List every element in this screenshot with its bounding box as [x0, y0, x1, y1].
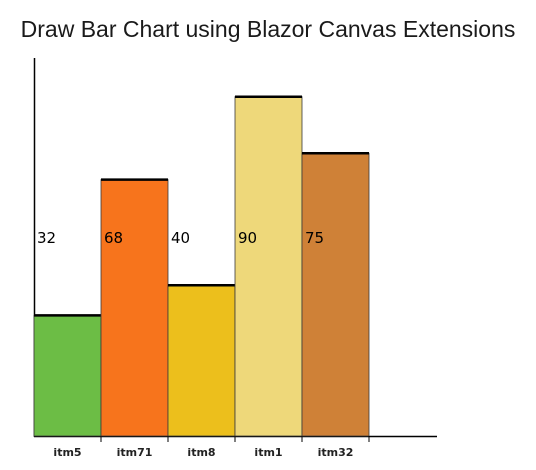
category-label-itm32: itm32	[318, 446, 354, 459]
bar-itm32	[301, 152, 370, 437]
bar-itm1	[234, 96, 303, 437]
bar-itm71	[100, 179, 169, 437]
data-label-itm71: 68	[104, 229, 123, 247]
chart-title: Draw Bar Chart using Blazor Canvas Exten…	[20, 16, 516, 42]
category-label-itm1: itm1	[254, 446, 282, 459]
data-label-itm1: 90	[238, 229, 257, 247]
data-label-itm8: 40	[171, 229, 190, 247]
bar-itm8	[167, 284, 236, 437]
category-label-itm5: itm5	[53, 446, 81, 459]
bar-itm5	[33, 314, 102, 437]
category-label-itm71: itm71	[117, 446, 153, 459]
data-label-itm5: 32	[37, 229, 56, 247]
data-label-itm32: 75	[305, 229, 324, 247]
category-label-itm8: itm8	[187, 446, 215, 459]
